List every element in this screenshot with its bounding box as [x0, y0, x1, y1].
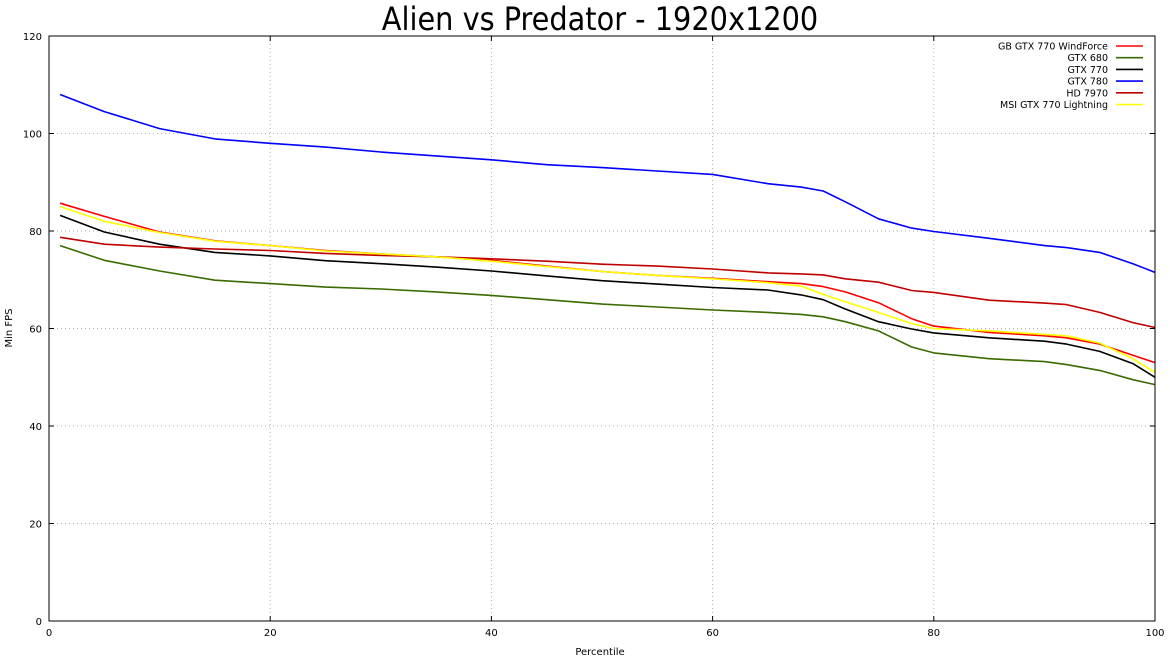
plot-frame: [48, 35, 1156, 622]
x-axis-label: Percentile: [575, 647, 624, 658]
series-line-3: [59, 214, 1156, 378]
x-tick-label: 20: [264, 628, 277, 639]
y-tick-label: 100: [23, 130, 42, 141]
y-axis-label: Min FPS: [4, 308, 15, 347]
legend-label: GTX 680: [1068, 53, 1109, 64]
chart-title: Alien vs Predator - 1920x1200: [382, 0, 818, 38]
x-tick-label: 60: [706, 628, 719, 639]
series-lines: [59, 93, 1156, 386]
series-line-2: [59, 244, 1156, 386]
series-line-4: [59, 93, 1156, 274]
x-tick-label: 100: [1145, 628, 1164, 639]
legend-label: GTX 770: [1068, 65, 1109, 76]
grid-lines: [49, 36, 1155, 621]
y-tick-label: 120: [23, 32, 42, 43]
legend-label: HD 7970: [1066, 88, 1108, 99]
y-tick-label: 40: [29, 422, 42, 433]
axis-ticks: 0 20 40 60 80 100 0 20 40 60 80 100 120: [23, 32, 1165, 639]
y-tick-label: 80: [29, 227, 42, 238]
series-line-6: [59, 205, 1156, 374]
series-line-5: [59, 236, 1156, 329]
legend-label: GB GTX 770 WindForce: [998, 42, 1108, 53]
y-tick-label: 0: [36, 617, 42, 628]
y-tick-label: 20: [29, 520, 42, 531]
x-tick-label: 40: [485, 628, 498, 639]
legend-label: MSI GTX 770 Lightning: [1000, 100, 1108, 111]
x-tick-label: 80: [927, 628, 940, 639]
x-tick-label: 0: [46, 628, 52, 639]
y-tick-label: 60: [29, 325, 42, 336]
legend-label: GTX 780: [1068, 77, 1109, 88]
